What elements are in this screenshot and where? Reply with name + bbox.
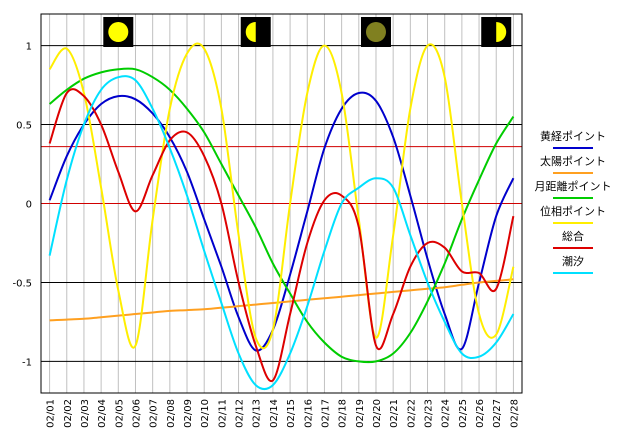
x-tick-label: 02/21	[389, 399, 400, 428]
y-tick-labels: 1 0.5 0 -0.5 -1	[12, 42, 32, 369]
legend-label-5: 潮汐	[562, 254, 584, 268]
x-tick-label: 02/13	[252, 399, 263, 428]
x-tick-label: 02/28	[509, 399, 520, 428]
x-tick-label: 02/12	[235, 399, 246, 428]
reference-lines	[41, 146, 522, 204]
x-tick-label: 02/05	[114, 399, 125, 428]
series-line-3	[48, 42, 515, 350]
moon-half	[245, 22, 256, 42]
y-tick-label: -0.5	[12, 278, 32, 289]
y-tick-label: 0.5	[16, 121, 32, 132]
x-tick-label: 02/08	[166, 399, 177, 428]
x-tick-label: 02/09	[183, 399, 194, 428]
series-lines	[48, 42, 515, 391]
x-tick-label: 02/26	[475, 399, 486, 428]
x-tick-label: 02/23	[424, 399, 435, 428]
x-tick-label: 02/14	[269, 399, 280, 428]
x-tick-label: 02/06	[131, 399, 142, 428]
x-tick-label: 02/25	[458, 399, 469, 428]
y-tick-label: 1	[26, 42, 32, 53]
x-tick-label: 02/04	[97, 399, 108, 428]
y-tick-label: 0	[26, 200, 32, 211]
moon-phase-icons	[103, 17, 512, 47]
x-tick-label: 02/15	[286, 399, 297, 428]
x-tick-labels: 02/01 02/02 02/03 02/04 02/05 02/06 02/07 02/08…	[46, 399, 521, 428]
moon-last-quarter-icon	[240, 17, 271, 47]
x-tick-label: 02/03	[80, 399, 91, 428]
series-line-4	[48, 88, 515, 383]
legend-label-4: 総合	[562, 229, 584, 243]
moon-new-icon	[360, 17, 391, 47]
y-tick-label: -1	[22, 357, 32, 368]
x-tick-label: 02/10	[200, 399, 211, 428]
legend-label-3: 位相ポイント	[540, 204, 606, 218]
x-tick-label: 02/24	[441, 399, 452, 428]
series-line-1	[49, 278, 514, 322]
x-tick-label: 02/17	[320, 399, 331, 428]
x-tick-label: 02/11	[217, 399, 228, 428]
series-line-0	[48, 91, 515, 352]
x-tick-label: 02/19	[355, 399, 366, 428]
x-tick-label: 02/16	[303, 399, 314, 428]
x-tick-label: 02/01	[46, 399, 57, 428]
plot-frame	[40, 13, 523, 394]
series-line-5	[48, 75, 515, 391]
x-tick-label: 02/22	[406, 399, 417, 428]
x-tick-label: 02/20	[372, 399, 383, 428]
legend-label-2: 月距離ポイント	[535, 179, 612, 193]
x-tick-label: 02/27	[492, 399, 503, 428]
x-tick-label: 02/18	[338, 399, 349, 428]
legend-label-1: 太陽ポイント	[540, 155, 606, 168]
x-tick-label: 02/07	[149, 399, 160, 428]
moon-half	[496, 22, 507, 42]
moon-disc	[365, 22, 386, 42]
x-tick-label: 02/02	[63, 399, 74, 428]
moon-disc	[108, 22, 129, 42]
moon-first-quarter-icon	[481, 17, 512, 47]
legend-label-0: 黄経ポイント	[540, 129, 606, 143]
moon-full-icon	[103, 17, 134, 47]
